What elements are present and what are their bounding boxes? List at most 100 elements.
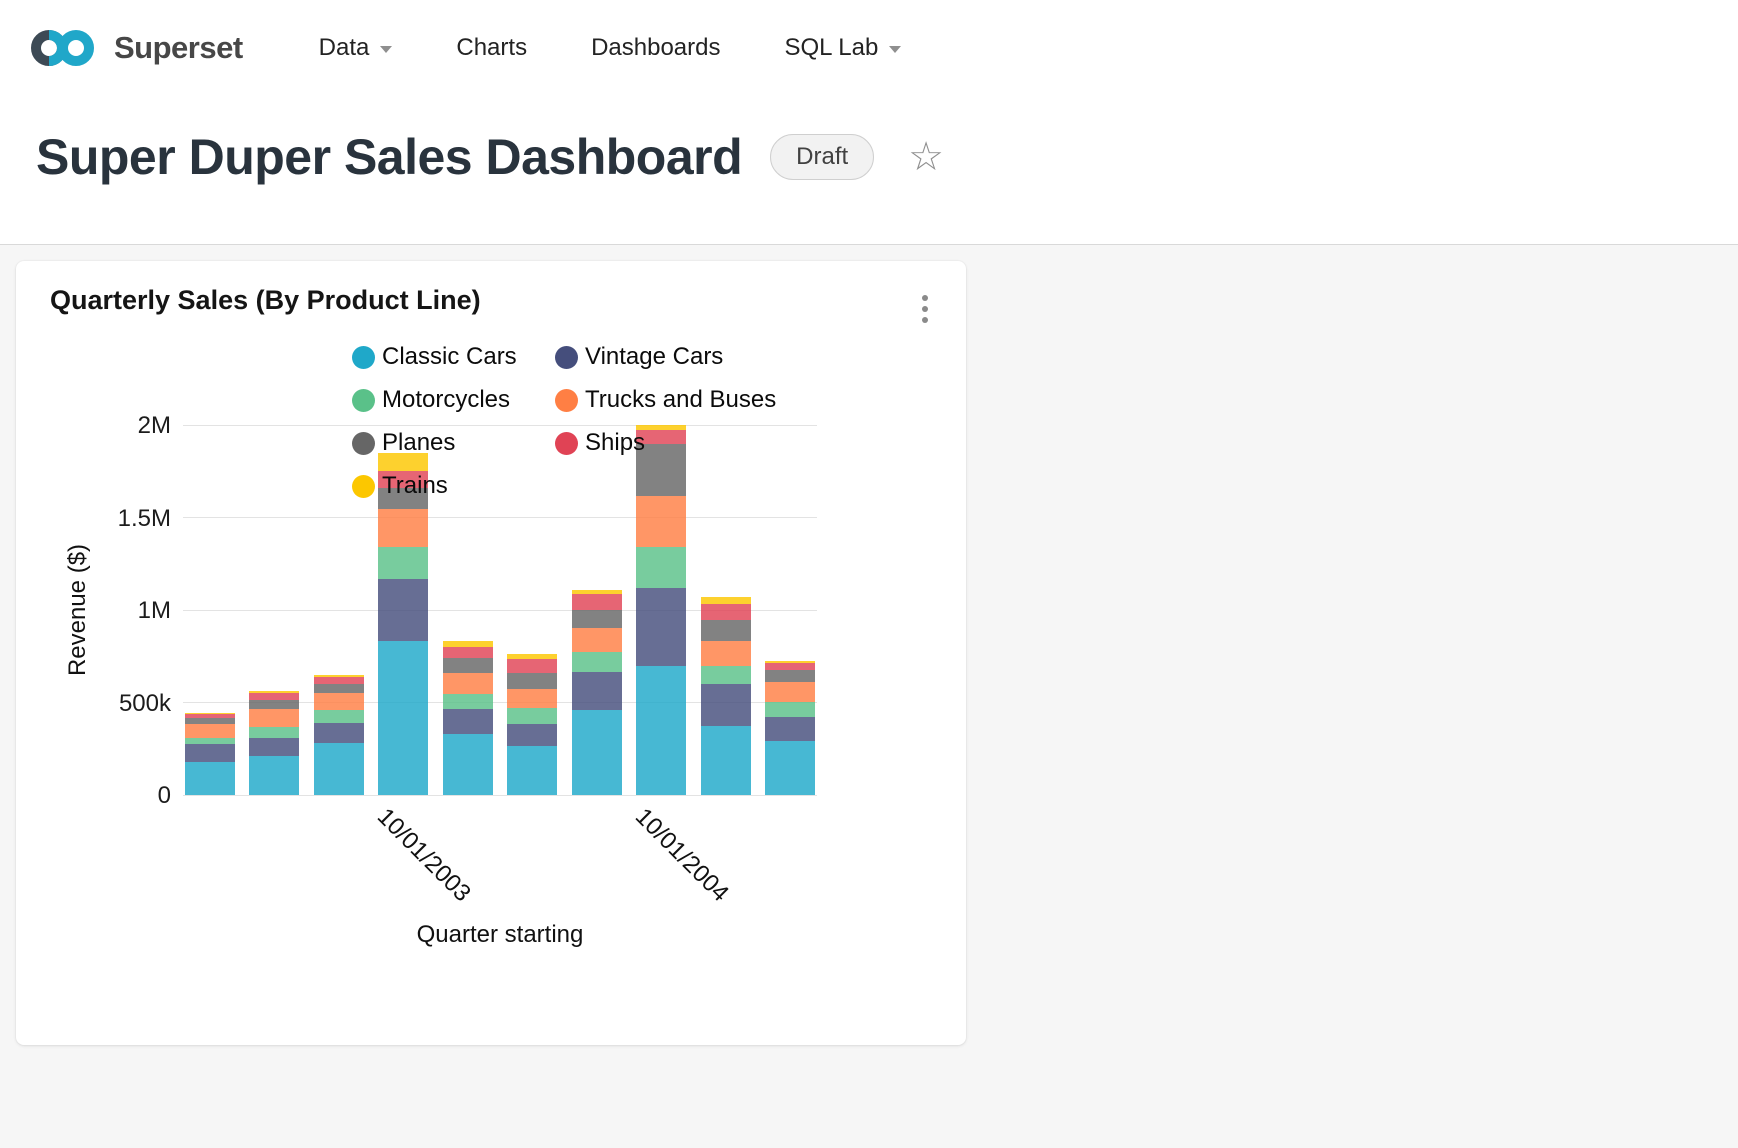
bar-segment-ships[interactable] — [185, 713, 235, 719]
legend-item-motorcycles[interactable]: Motorcycles — [352, 386, 555, 414]
bar-segment-classic-cars[interactable] — [700, 725, 751, 795]
bar-segment-planes[interactable] — [313, 684, 364, 694]
nav-item-charts[interactable]: Charts — [456, 34, 527, 62]
bar-segment-vintage-cars[interactable] — [378, 579, 429, 642]
bar-segment-ships[interactable] — [442, 647, 493, 659]
bar-segment-planes[interactable] — [378, 487, 429, 510]
bar-segment-trains[interactable] — [313, 674, 364, 677]
stacked-bar-07-01-2004[interactable] — [571, 589, 622, 795]
bar-segment-motorcycles[interactable] — [765, 701, 815, 718]
bar-segment-motorcycles[interactable] — [185, 737, 235, 745]
legend-swatch-icon — [555, 431, 578, 455]
bar-segment-vintage-cars[interactable] — [185, 744, 235, 762]
bar-segment-classic-cars[interactable] — [571, 709, 622, 795]
legend-item-vintage-cars[interactable]: Vintage Cars — [555, 343, 776, 371]
bar-segment-motorcycles[interactable] — [700, 665, 751, 684]
bar-segment-trains[interactable] — [378, 452, 429, 472]
bar-segment-planes[interactable] — [765, 670, 815, 683]
stacked-bar-01-01-2005[interactable] — [700, 597, 751, 795]
bar-segment-trucks-and-buses[interactable] — [700, 641, 751, 666]
bar-segment-trains[interactable] — [442, 641, 493, 648]
bar-segment-trucks-and-buses[interactable] — [571, 627, 622, 652]
bar-segment-planes[interactable] — [507, 672, 558, 689]
nav-item-dashboards[interactable]: Dashboards — [591, 34, 720, 62]
bar-segment-classic-cars[interactable] — [185, 761, 235, 795]
bar-segment-vintage-cars[interactable] — [442, 708, 493, 734]
bar-segment-vintage-cars[interactable] — [636, 587, 687, 666]
gridline — [183, 702, 817, 703]
bar-segment-motorcycles[interactable] — [442, 694, 493, 709]
nav-item-sql-lab[interactable]: SQL Lab — [784, 34, 902, 62]
bar-segment-classic-cars[interactable] — [442, 733, 493, 795]
bar-segment-classic-cars[interactable] — [313, 743, 364, 795]
bar-segment-ships[interactable] — [765, 662, 815, 671]
legend-item-classic-cars[interactable]: Classic Cars — [352, 343, 555, 371]
bar-segment-motorcycles[interactable] — [313, 709, 364, 723]
bar-segment-planes[interactable] — [636, 444, 687, 497]
bar-segment-trains[interactable] — [765, 660, 815, 663]
bar-segment-motorcycles[interactable] — [249, 726, 300, 738]
bar-segment-vintage-cars[interactable] — [249, 737, 300, 757]
legend-label: Classic Cars — [382, 343, 517, 370]
bar-segment-trucks-and-buses[interactable] — [378, 509, 429, 548]
bar-segment-trucks-and-buses[interactable] — [185, 723, 235, 738]
bar-segment-vintage-cars[interactable] — [313, 722, 364, 744]
bar-segment-trains[interactable] — [571, 589, 622, 595]
bar-segment-trucks-and-buses[interactable] — [765, 682, 815, 702]
nav-item-data[interactable]: Data — [319, 34, 393, 62]
kebab-menu-icon[interactable] — [914, 287, 936, 331]
bar-segment-planes[interactable] — [249, 699, 300, 709]
stacked-bar-04-01-2004[interactable] — [507, 654, 558, 795]
bar-segment-ships[interactable] — [700, 603, 751, 621]
bar-segment-trucks-and-buses[interactable] — [442, 672, 493, 695]
bar-segment-trucks-and-buses[interactable] — [507, 688, 558, 709]
bar-segment-classic-cars[interactable] — [636, 665, 687, 795]
status-badge[interactable]: Draft — [770, 134, 875, 180]
legend-item-ships[interactable]: Ships — [555, 429, 776, 457]
bar-segment-planes[interactable] — [700, 620, 751, 642]
bar-segment-motorcycles[interactable] — [378, 547, 429, 580]
bar-segment-classic-cars[interactable] — [507, 745, 558, 795]
stacked-bar-04-01-2005[interactable] — [765, 660, 815, 795]
bar-segment-trains[interactable] — [249, 691, 300, 694]
bar-segment-ships[interactable] — [313, 676, 364, 685]
bar-segment-trucks-and-buses[interactable] — [636, 496, 687, 548]
stacked-bar-10-01-2004[interactable] — [636, 425, 687, 795]
bar-segment-trucks-and-buses[interactable] — [313, 693, 364, 710]
bar-segment-vintage-cars[interactable] — [700, 684, 751, 726]
favorite-star-icon[interactable]: ☆ — [908, 135, 945, 179]
bar-segment-motorcycles[interactable] — [507, 708, 558, 724]
bar-segment-classic-cars[interactable] — [249, 756, 300, 795]
legend-item-trains[interactable]: Trains — [352, 472, 555, 500]
app-header: Superset Data Charts Dashboards SQL Lab Sup… — [0, 0, 1738, 245]
bar-segment-motorcycles[interactable] — [636, 547, 687, 588]
bar-segment-vintage-cars[interactable] — [765, 717, 815, 742]
stacked-bar-01-01-2003[interactable] — [185, 712, 235, 795]
stacked-bar-01-01-2004[interactable] — [442, 641, 493, 795]
bar-segment-trains[interactable] — [636, 425, 687, 430]
bar-segment-ships[interactable] — [507, 659, 558, 673]
legend-item-trucks-and-buses[interactable]: Trucks and Buses — [555, 386, 776, 414]
bar-segment-ships[interactable] — [571, 594, 622, 611]
bar-segment-vintage-cars[interactable] — [571, 671, 622, 710]
stacked-bar-10-01-2003[interactable] — [378, 452, 429, 795]
stacked-bar-07-01-2003[interactable] — [313, 674, 364, 795]
superset-logo[interactable]: Superset — [26, 25, 243, 71]
bar-segment-planes[interactable] — [442, 658, 493, 673]
bar-segment-classic-cars[interactable] — [765, 741, 815, 795]
bar-segment-planes[interactable] — [185, 718, 235, 724]
bar-segment-vintage-cars[interactable] — [507, 723, 558, 746]
bar-segment-planes[interactable] — [571, 610, 622, 628]
stacked-bar-04-01-2003[interactable] — [249, 691, 300, 795]
bar-segment-classic-cars[interactable] — [378, 641, 429, 795]
bar-segment-trains[interactable] — [700, 597, 751, 604]
legend-label: Trucks and Buses — [585, 386, 777, 413]
bar-segment-ships[interactable] — [378, 471, 429, 488]
bar-segment-ships[interactable] — [249, 693, 300, 700]
bar-segment-motorcycles[interactable] — [571, 651, 622, 672]
bar-segment-trucks-and-buses[interactable] — [249, 709, 300, 727]
bar-segment-ships[interactable] — [636, 429, 687, 445]
bar-segment-trains[interactable] — [185, 712, 235, 714]
bar-segment-trains[interactable] — [507, 654, 558, 660]
legend-item-planes[interactable]: Planes — [352, 429, 555, 457]
